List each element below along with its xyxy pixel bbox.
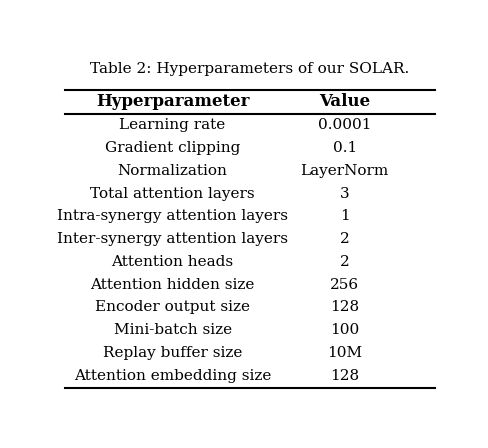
Text: 0.1: 0.1 (332, 141, 357, 155)
Text: 2: 2 (340, 255, 349, 269)
Text: Total attention layers: Total attention layers (90, 186, 255, 201)
Text: 1: 1 (340, 209, 349, 224)
Text: Encoder output size: Encoder output size (95, 301, 250, 314)
Text: Mini-batch size: Mini-batch size (114, 323, 232, 337)
Text: 256: 256 (330, 278, 359, 292)
Text: Attention heads: Attention heads (111, 255, 234, 269)
Text: 10M: 10M (327, 346, 362, 360)
Text: Normalization: Normalization (118, 164, 227, 178)
Text: Attention hidden size: Attention hidden size (90, 278, 255, 292)
Text: Learning rate: Learning rate (120, 118, 225, 132)
Text: 128: 128 (330, 369, 359, 383)
Text: Intra-synergy attention layers: Intra-synergy attention layers (57, 209, 288, 224)
Text: 2: 2 (340, 232, 349, 246)
Text: 100: 100 (330, 323, 359, 337)
Text: Table 2: Hyperparameters of our SOLAR.: Table 2: Hyperparameters of our SOLAR. (90, 62, 410, 77)
Text: Inter-synergy attention layers: Inter-synergy attention layers (57, 232, 288, 246)
Text: Gradient clipping: Gradient clipping (105, 141, 240, 155)
Text: Attention embedding size: Attention embedding size (74, 369, 271, 383)
Text: LayerNorm: LayerNorm (301, 164, 389, 178)
Text: 3: 3 (340, 186, 349, 201)
Text: Replay buffer size: Replay buffer size (103, 346, 242, 360)
Text: Value: Value (319, 93, 370, 110)
Text: Hyperparameter: Hyperparameter (96, 93, 249, 110)
Text: 128: 128 (330, 301, 359, 314)
Text: 0.0001: 0.0001 (318, 118, 371, 132)
